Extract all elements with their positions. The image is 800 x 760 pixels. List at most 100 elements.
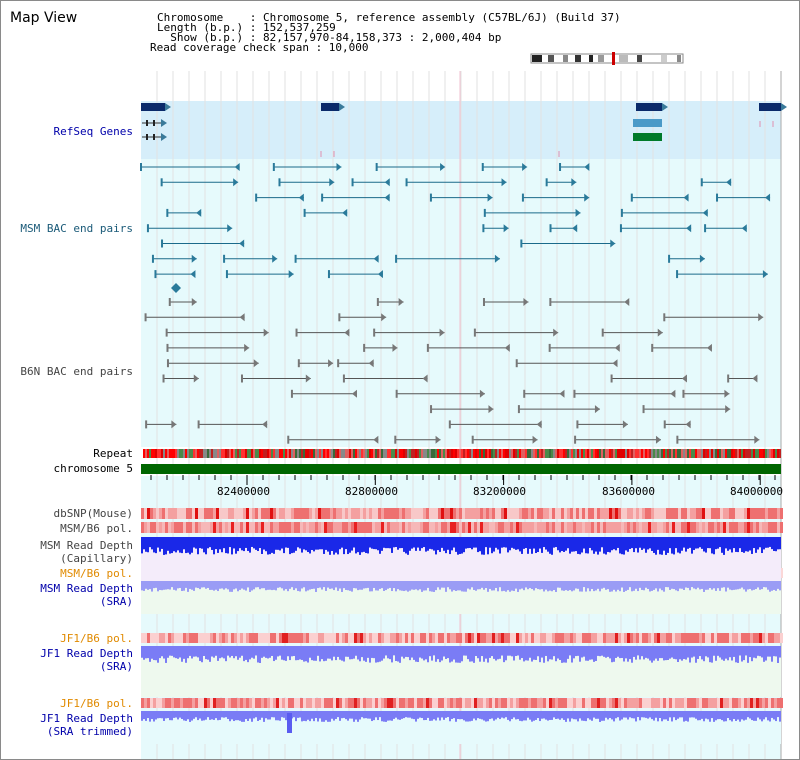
polymorphism-cell <box>225 698 228 708</box>
repeat-segment <box>681 449 683 458</box>
read-depth-bar <box>509 581 511 592</box>
polymorphism-cell <box>690 698 693 708</box>
read-depth-bar <box>241 581 243 589</box>
read-depth-bar <box>413 581 415 590</box>
read-depth-bar <box>717 711 719 720</box>
read-depth-bar <box>711 646 713 663</box>
polymorphism-cell <box>408 522 411 533</box>
polymorphism-cell <box>201 508 204 519</box>
polymorphism-cell <box>315 508 318 519</box>
read-depth-bar <box>723 711 725 722</box>
read-depth-bar <box>231 711 233 720</box>
polymorphism-cell <box>327 508 330 519</box>
polymorphism-cell <box>378 522 381 533</box>
track-label-msm-bac[interactable]: MSM BAC end pairs <box>20 222 133 235</box>
read-depth-bar <box>305 537 307 551</box>
length-info: Length (b.p.) : 152,537,259 <box>157 21 336 34</box>
polymorphism-cell <box>609 633 612 643</box>
polymorphism-cell <box>741 508 744 519</box>
read-depth-bar <box>585 537 587 554</box>
polymorphism-cell <box>720 522 723 533</box>
polymorphism-cell <box>558 522 561 533</box>
read-depth-bar <box>541 581 543 590</box>
read-depth-bar <box>295 537 297 551</box>
polymorphism-cell <box>654 508 657 519</box>
polymorphism-cell <box>486 633 489 643</box>
read-depth-bar <box>667 711 669 721</box>
polymorphism-cell <box>666 698 669 708</box>
read-depth-bar <box>651 646 653 663</box>
read-depth-bar <box>467 646 469 660</box>
bac-end <box>368 359 374 368</box>
read-depth-bar <box>757 537 759 550</box>
polymorphism-cell <box>537 508 540 519</box>
read-depth-bar <box>371 581 373 592</box>
polymorphism-cell <box>549 633 552 643</box>
polymorphism-cell <box>201 633 204 643</box>
polymorphism-cell <box>564 633 567 643</box>
repeat-segment <box>243 449 245 458</box>
track-label-b6n-bac[interactable]: B6N BAC end pairs <box>20 365 133 378</box>
read-depth-bar <box>335 581 337 588</box>
polymorphism-cell <box>465 698 468 708</box>
read-depth-bar <box>617 711 619 718</box>
polymorphism-cell <box>717 522 720 533</box>
polymorphism-cell <box>150 522 153 533</box>
polymorphism-cell <box>660 508 663 519</box>
bac-end <box>754 435 760 444</box>
read-depth-bar <box>323 537 325 554</box>
bac-end <box>344 328 350 337</box>
polymorphism-cell <box>642 522 645 533</box>
repeat-segment <box>709 449 711 458</box>
read-depth-bar <box>433 581 435 592</box>
read-depth-bar <box>689 537 691 548</box>
read-depth-bar <box>489 581 491 589</box>
repeat-segment <box>435 449 437 458</box>
read-depth-bar <box>259 581 261 590</box>
read-depth-bar <box>463 537 465 553</box>
bac-end <box>160 178 163 187</box>
read-depth-bar <box>351 646 353 660</box>
read-depth-bar <box>217 581 219 592</box>
read-depth-bar <box>719 646 721 658</box>
read-depth-bar <box>539 537 541 549</box>
read-depth-bar <box>169 711 171 721</box>
polymorphism-cell <box>498 698 501 708</box>
polymorphism-cell <box>450 522 453 533</box>
read-depth-bar <box>405 581 407 591</box>
read-depth-bar <box>371 711 373 722</box>
read-depth-bar <box>477 537 479 553</box>
read-depth-bar <box>519 537 521 552</box>
bac-end <box>239 239 245 248</box>
read-depth-bar <box>501 581 503 592</box>
read-depth-bar <box>325 537 327 550</box>
repeat-segment <box>395 449 397 458</box>
read-depth-bar <box>471 711 473 721</box>
polymorphism-cell <box>762 522 765 533</box>
polymorphism-cell <box>315 698 318 708</box>
read-depth-bar <box>183 537 185 550</box>
track-label-refseq-genes[interactable]: RefSeq Genes <box>53 125 133 138</box>
read-depth-bar <box>633 537 635 553</box>
read-depth-bar <box>771 646 773 662</box>
read-depth-bar <box>291 581 293 588</box>
track-label-capillary: (Capillary) <box>60 552 133 565</box>
read-depth-bar <box>625 646 627 659</box>
bac-end <box>676 435 679 444</box>
polymorphism-cell <box>285 633 288 643</box>
bac-end <box>165 328 168 337</box>
repeat-segment <box>511 449 513 458</box>
read-depth-bar <box>423 711 425 721</box>
polymorphism-cell <box>459 633 462 643</box>
polymorphism-cell <box>177 633 180 643</box>
polymorphism-cell <box>579 508 582 519</box>
read-depth-bar <box>587 711 589 719</box>
polymorphism-cell <box>696 508 699 519</box>
polymorphism-cell <box>375 698 378 708</box>
read-depth-bar <box>725 711 727 722</box>
read-depth-bar <box>491 537 493 554</box>
read-depth-bar <box>453 537 455 548</box>
read-depth-bar <box>317 711 319 722</box>
read-depth-bar <box>463 711 465 721</box>
